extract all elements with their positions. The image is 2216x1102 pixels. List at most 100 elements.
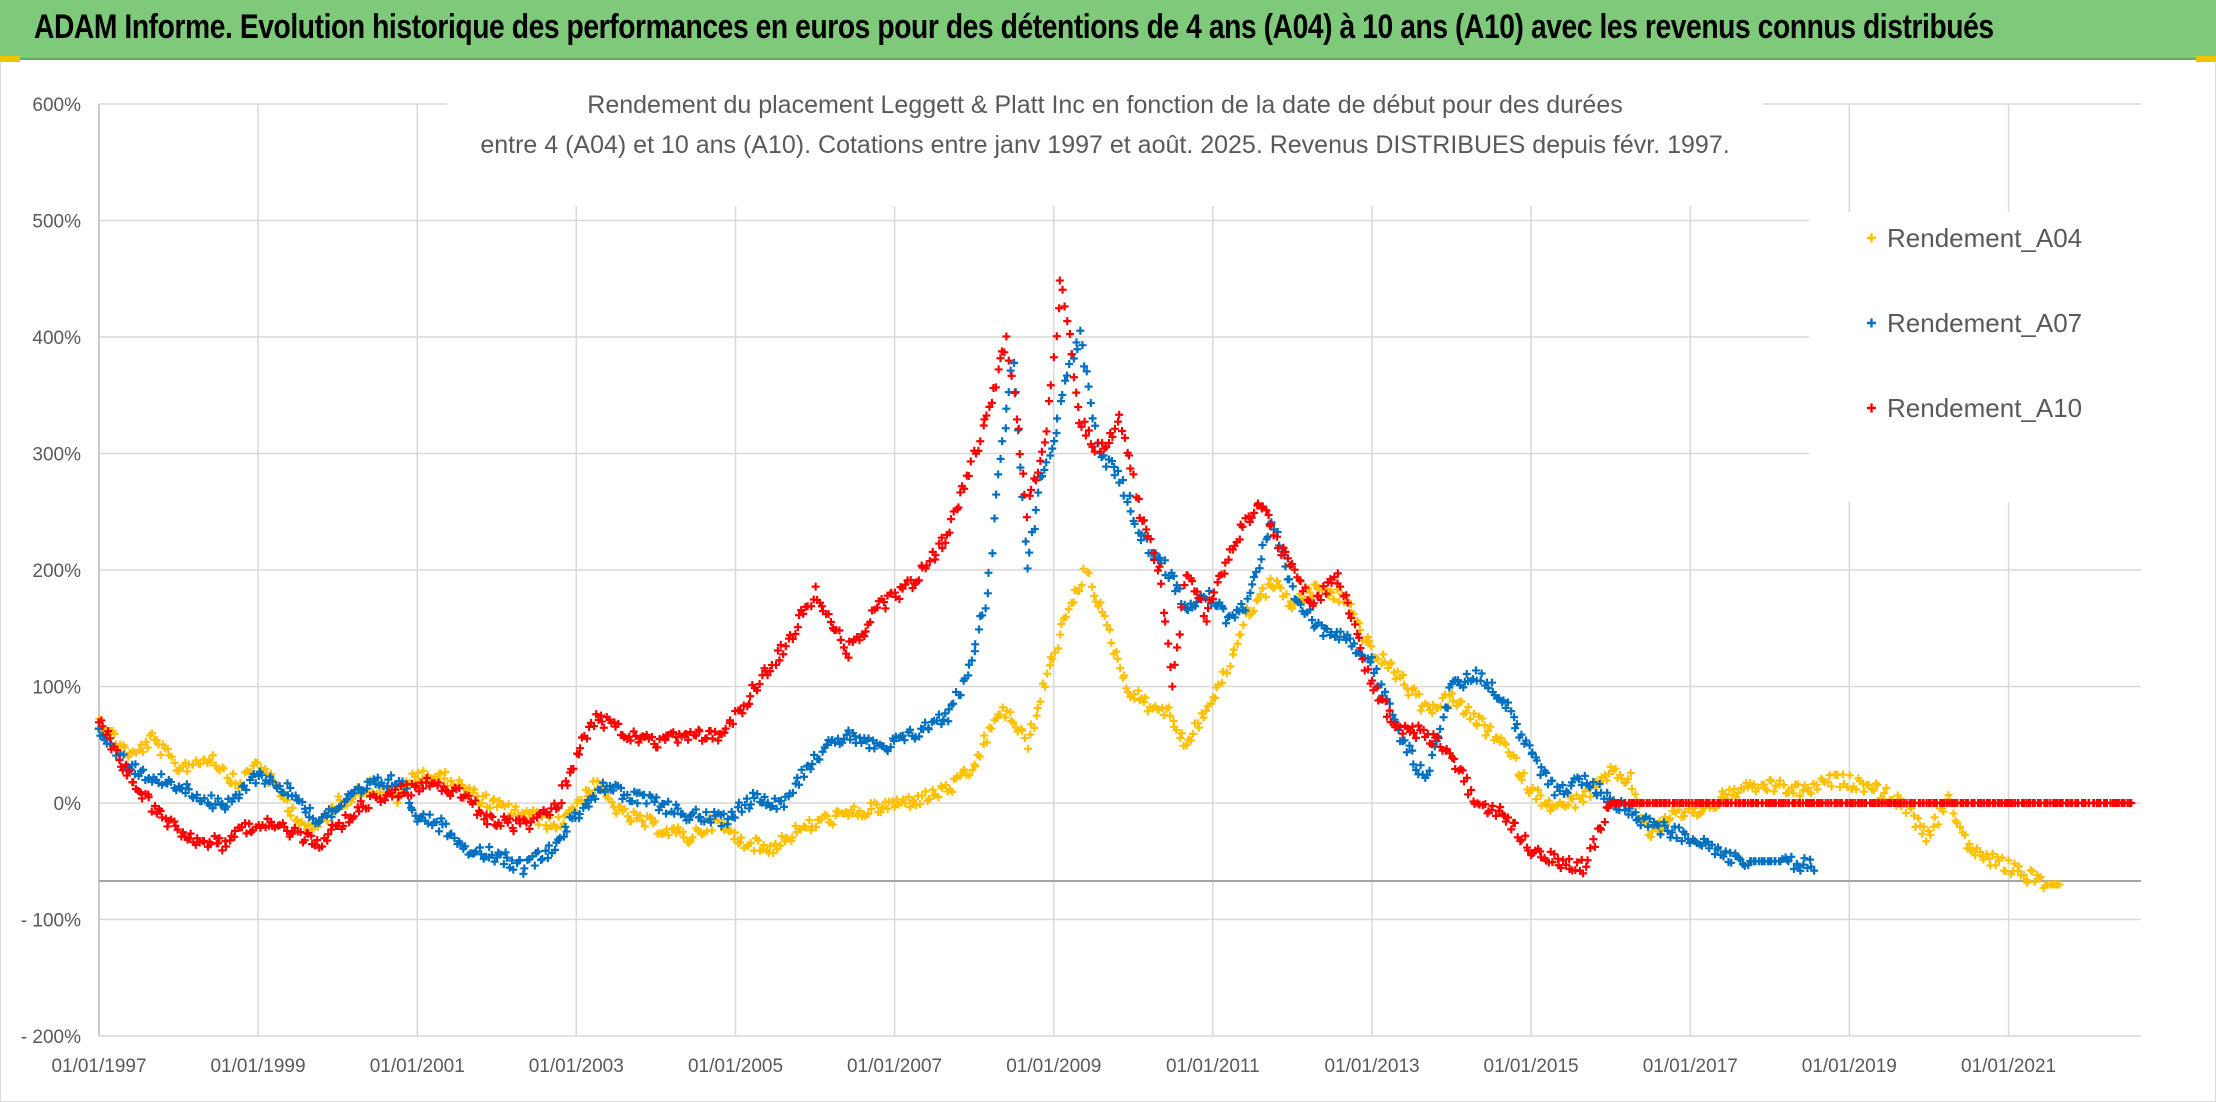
data-point — [1220, 569, 1229, 578]
data-point — [1459, 683, 1468, 692]
data-point — [1663, 826, 1672, 835]
data-point — [1661, 821, 1670, 830]
data-point — [988, 549, 997, 558]
data-point — [2019, 870, 2028, 879]
data-point — [618, 794, 627, 803]
data-point — [991, 383, 1000, 392]
data-point — [376, 797, 385, 806]
data-point — [1596, 825, 1605, 834]
data-point — [1586, 783, 1595, 792]
y-tick-label: 600% — [32, 95, 81, 116]
data-point — [1536, 771, 1545, 780]
data-point — [529, 806, 538, 815]
data-point — [1483, 726, 1492, 735]
data-point — [446, 791, 455, 800]
data-point — [2004, 856, 2013, 865]
data-point — [996, 354, 1005, 363]
data-point — [1767, 776, 1776, 785]
data-point — [945, 528, 954, 537]
data-point — [2055, 880, 2064, 889]
data-point — [397, 782, 406, 791]
data-point — [1238, 522, 1247, 531]
data-point — [906, 725, 915, 734]
data-point — [642, 799, 651, 808]
data-point — [600, 787, 609, 796]
series-layer — [94, 276, 2136, 893]
data-point — [684, 735, 693, 744]
data-point — [563, 781, 572, 790]
x-tick-label: 01/01/2001 — [370, 1056, 465, 1077]
data-point — [1976, 847, 1985, 856]
data-point — [1245, 517, 1254, 526]
data-point — [1795, 862, 1804, 871]
data-point — [1806, 789, 1815, 798]
data-point — [1168, 682, 1177, 691]
data-point — [1175, 584, 1184, 593]
data-point — [1065, 359, 1074, 368]
data-point — [754, 836, 763, 845]
data-point — [1402, 748, 1411, 757]
data-point — [2036, 872, 2045, 881]
data-point — [633, 799, 642, 808]
data-point — [124, 752, 133, 761]
data-point — [822, 811, 831, 820]
data-point — [589, 722, 598, 731]
data-point — [811, 823, 820, 832]
data-point — [1391, 674, 1400, 683]
data-point — [769, 849, 778, 858]
data-point — [437, 814, 446, 823]
data-point — [1176, 733, 1185, 742]
data-point — [966, 457, 975, 466]
data-point — [1031, 476, 1040, 485]
data-point — [482, 810, 491, 819]
series-rendement-a10 — [94, 276, 2136, 878]
data-point — [1799, 860, 1808, 869]
data-point — [1621, 806, 1630, 815]
data-point — [465, 783, 474, 792]
data-point — [1118, 476, 1127, 485]
corner-mark-left — [0, 56, 20, 62]
data-point — [1457, 697, 1466, 706]
data-point — [730, 813, 739, 822]
data-point — [1223, 613, 1232, 622]
data-point — [1207, 699, 1216, 708]
data-point — [1956, 823, 1965, 832]
data-point — [1882, 784, 1891, 793]
data-point — [1057, 397, 1066, 406]
data-point — [1510, 713, 1519, 722]
data-point — [440, 774, 449, 783]
data-point — [391, 785, 400, 794]
data-point — [1688, 808, 1697, 817]
data-point — [1382, 712, 1391, 721]
data-point — [530, 861, 539, 870]
data-point — [766, 667, 775, 676]
data-point — [419, 766, 428, 775]
data-point — [167, 752, 176, 761]
data-point — [967, 656, 976, 665]
data-point — [1697, 808, 1706, 817]
data-point — [620, 804, 629, 813]
data-point — [1528, 783, 1537, 792]
data-point — [653, 743, 662, 752]
data-point — [1517, 730, 1526, 739]
data-point — [1385, 699, 1394, 708]
legend-label: Rendement_A10 — [1887, 393, 2082, 423]
data-point — [1102, 443, 1111, 452]
data-point — [178, 784, 187, 793]
data-point — [1326, 575, 1335, 584]
data-point — [104, 727, 113, 736]
data-point — [629, 727, 638, 736]
data-point — [1296, 577, 1305, 586]
data-point — [485, 843, 494, 852]
data-point — [1734, 854, 1743, 863]
data-point — [1336, 582, 1345, 591]
data-point — [1088, 442, 1097, 451]
data-point — [1436, 724, 1445, 733]
data-point — [1048, 655, 1057, 664]
data-point — [634, 738, 643, 747]
data-point — [418, 784, 427, 793]
data-point — [1062, 371, 1071, 380]
data-point — [1016, 463, 1025, 472]
data-point — [895, 594, 904, 603]
data-point — [1125, 491, 1134, 500]
